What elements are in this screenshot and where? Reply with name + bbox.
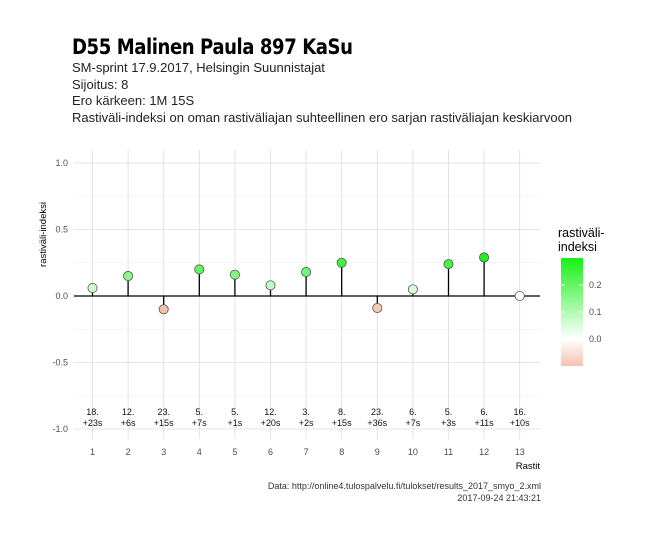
annotation-time: +15s <box>332 418 352 428</box>
chart-title: D55 Malinen Paula 897 KaSu <box>72 35 353 59</box>
annotation-rank: 5. <box>196 407 204 417</box>
color-legend: rastiväli- indeksi 0.0 0.1 0.2 <box>558 226 605 366</box>
annotation-time: +20s <box>261 418 281 428</box>
x-tick-label: 2 <box>126 447 131 457</box>
annotation-rank: 18. <box>86 407 99 417</box>
x-tick-label: 12 <box>479 447 489 457</box>
legend-title-line-2: indeksi <box>558 240 597 254</box>
annotation-rank: 23. <box>371 407 384 417</box>
y-axis-ticks: -1.0 -0.5 0.0 0.5 1.0 <box>52 158 68 434</box>
data-point <box>123 271 134 282</box>
annotation-rank: 5. <box>231 407 239 417</box>
annotation-rank: 6. <box>409 407 417 417</box>
annotation-time: +23s <box>83 418 103 428</box>
annotation-time: +36s <box>367 418 387 428</box>
y-tick-label: -1.0 <box>52 424 68 434</box>
source-caption: Data: http://online4.tulospalvelu.fi/tul… <box>268 481 541 491</box>
point-annotations: 18.+23s12.+6s23.+15s5.+7s5.+1s12.+20s3.+… <box>83 407 530 428</box>
grid-lines <box>74 150 540 439</box>
x-tick-label: 5 <box>232 447 237 457</box>
timestamp-caption: 2017-09-24 21:43:21 <box>457 493 541 503</box>
annotation-rank: 16. <box>513 407 526 417</box>
data-point <box>158 304 169 315</box>
data-point <box>229 269 240 280</box>
annotation-time: +3s <box>441 418 456 428</box>
x-tick-label: 6 <box>268 447 273 457</box>
annotation-rank: 3. <box>302 407 310 417</box>
x-tick-label: 8 <box>339 447 344 457</box>
subtitle-line-2: Sijoitus: 8 <box>72 76 129 92</box>
annotation-time: +7s <box>406 418 421 428</box>
annotation-rank: 23. <box>157 407 170 417</box>
subtitle-line-4: Rastiväli-indeksi on oman rastiväliajan … <box>72 109 573 125</box>
data-point <box>514 290 525 301</box>
legend-tick-label: 0.1 <box>589 307 602 317</box>
legend-tick-label: 0.2 <box>589 280 602 290</box>
x-tick-label: 9 <box>375 447 380 457</box>
x-tick-label: 13 <box>515 447 525 457</box>
x-tick-label: 7 <box>304 447 309 457</box>
annotation-rank: 6. <box>480 407 488 417</box>
subtitle-line-3: Ero kärkeen: 1M 15S <box>72 93 195 108</box>
data-point <box>265 280 276 291</box>
annotation-rank: 8. <box>338 407 346 417</box>
y-axis-label: rastiväli-indeksi <box>38 202 49 267</box>
data-point <box>194 264 205 275</box>
annotation-rank: 12. <box>264 407 277 417</box>
x-tick-label: 3 <box>161 447 166 457</box>
annotation-rank: 12. <box>122 407 135 417</box>
x-axis-label: Rastit <box>516 461 541 472</box>
y-tick-label: 1.0 <box>55 158 68 168</box>
points <box>87 252 525 315</box>
data-point <box>479 252 490 263</box>
data-point <box>87 283 98 294</box>
annotation-time: +1s <box>228 418 243 428</box>
y-tick-label: 0.0 <box>55 291 68 301</box>
annotation-time: +10s <box>510 418 530 428</box>
data-point <box>301 267 312 278</box>
annotation-rank: 5. <box>445 407 453 417</box>
legend-title-line-1: rastiväli- <box>558 226 605 240</box>
annotation-time: +11s <box>475 418 495 428</box>
subtitle-line-1: SM-sprint 17.9.2017, Helsingin Suunnista… <box>72 60 325 75</box>
annotation-time: +6s <box>121 418 136 428</box>
legend-ticks: 0.0 0.1 0.2 <box>561 280 602 344</box>
y-tick-label: 0.5 <box>55 225 68 235</box>
chart-header: D55 Malinen Paula 897 KaSu SM-sprint 17.… <box>72 34 632 126</box>
x-tick-label: 10 <box>408 447 418 457</box>
annotation-time: +15s <box>154 418 174 428</box>
legend-tick-label: 0.0 <box>589 334 602 344</box>
data-point <box>372 302 383 313</box>
x-tick-label: 11 <box>444 447 453 457</box>
legend-colorbar <box>561 258 583 366</box>
x-tick-label: 1 <box>90 447 95 457</box>
annotation-time: +7s <box>192 418 207 428</box>
x-tick-label: 4 <box>197 447 202 457</box>
y-tick-label: -0.5 <box>52 358 68 368</box>
data-point <box>443 259 454 270</box>
data-point <box>407 284 418 295</box>
annotation-time: +2s <box>299 418 314 428</box>
data-point <box>336 257 347 268</box>
x-axis-ticks: 1 2 3 4 5 6 7 8 9 10 11 12 13 <box>90 447 525 457</box>
